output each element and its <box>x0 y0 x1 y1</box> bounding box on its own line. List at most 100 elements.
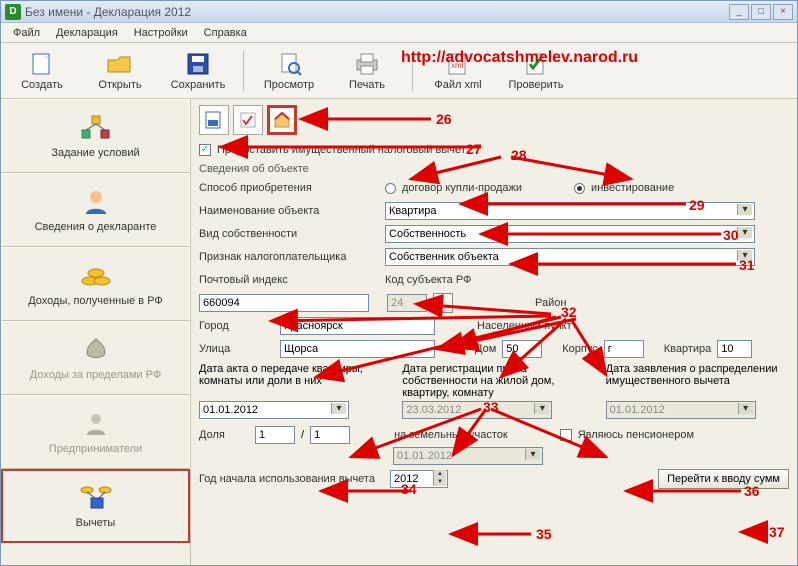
side-conditions[interactable]: Задание условий <box>1 99 190 173</box>
subtabs <box>199 103 789 137</box>
zip-input[interactable]: 660094 <box>199 294 369 312</box>
provide-label: Предоставить имущественный налоговый выч… <box>217 144 466 156</box>
city-value: Красноярск <box>284 320 343 332</box>
row-city: Город Красноярск Населенный пункт <box>199 316 789 336</box>
goto-sums-button[interactable]: Перейти к вводу сумм <box>658 469 789 489</box>
house-label: Дом <box>475 343 496 355</box>
korpus-label: Корпус <box>562 343 597 355</box>
date1-value: 01.01.2012 <box>203 404 258 416</box>
year-label: Год начала использования вычета <box>199 473 384 485</box>
businessman-icon <box>79 409 113 439</box>
menu-help[interactable]: Справка <box>198 25 253 41</box>
region-code-input[interactable]: 24 <box>387 294 427 312</box>
menu-settings[interactable]: Настройки <box>128 25 194 41</box>
row-acquisition: Способ приобретения договор купли-продаж… <box>199 178 789 198</box>
date3-label: Дата заявления о распределении имуществе… <box>606 363 789 401</box>
badge-37: 37 <box>769 524 785 540</box>
menu-declaration[interactable]: Декларация <box>50 25 124 41</box>
row-zip-region-fields: 660094 24 ... Район <box>199 293 789 313</box>
close-button[interactable]: × <box>773 4 793 20</box>
menu-file[interactable]: Файл <box>7 25 46 41</box>
titlebar: D Без имени - Декларация 2012 _ □ × <box>1 1 797 23</box>
date2-input[interactable]: 23.03.2012 <box>402 401 552 419</box>
subtab-1[interactable] <box>199 105 229 135</box>
korpus-input[interactable]: г <box>604 340 644 358</box>
main-panel: Предоставить имущественный налоговый выч… <box>191 99 797 565</box>
acq-opt1: договор купли-продажи <box>402 182 522 194</box>
city-input[interactable]: Красноярск <box>280 317 435 335</box>
dots: ... <box>438 297 447 309</box>
radio-purchase[interactable] <box>385 183 396 194</box>
share-b: 1 <box>314 429 320 441</box>
date3-input[interactable]: 01.01.2012 <box>606 401 756 419</box>
share-a-input[interactable]: 1 <box>255 426 295 444</box>
house-input[interactable]: 50 <box>502 340 542 358</box>
tax-label: Признак налогоплательщика <box>199 251 379 263</box>
subtab-2[interactable] <box>233 105 263 135</box>
tb-preview-label: Просмотр <box>264 79 314 91</box>
provide-checkbox[interactable] <box>199 144 211 156</box>
share-sep: / <box>301 429 304 441</box>
tb-preview[interactable]: Просмотр <box>254 51 324 91</box>
tb-save[interactable]: Сохранить <box>163 51 233 91</box>
date-fields-row: 01.01.2012 23.03.2012 01.01.2012 <box>199 401 789 419</box>
land-sub-label: на земельный участок <box>394 429 508 441</box>
side-declarant-label: Сведения о декларанте <box>35 221 157 233</box>
tb-create[interactable]: Создать <box>7 51 77 91</box>
object-combo[interactable]: Квартира <box>385 202 755 220</box>
maximize-button[interactable]: □ <box>751 4 771 20</box>
house-value: 50 <box>506 343 518 355</box>
apt-input[interactable]: 10 <box>717 340 752 358</box>
year-spinner[interactable]: 2012 <box>390 470 448 488</box>
region-value: 24 <box>391 297 403 309</box>
street-input[interactable]: Щорса <box>280 340 435 358</box>
ownership-combo-value: Собственность <box>389 228 466 240</box>
tb-open[interactable]: Открыть <box>85 51 155 91</box>
conditions-icon <box>79 113 113 143</box>
date2-label: Дата регистрации права собственности на … <box>402 363 585 401</box>
save-icon <box>184 51 212 77</box>
share-b-input[interactable]: 1 <box>310 426 350 444</box>
zip-label: Почтовый индекс <box>199 274 379 286</box>
row-taxpayer: Признак налогоплательщика Собственник об… <box>199 247 789 267</box>
deductions-icon <box>79 483 113 513</box>
side-deductions[interactable]: Вычеты <box>1 469 190 543</box>
radio-investment[interactable] <box>574 183 585 194</box>
taxpayer-combo[interactable]: Собственник объекта <box>385 248 755 266</box>
side-income-rf[interactable]: Доходы, полученные в РФ <box>1 247 190 321</box>
date1-input[interactable]: 01.01.2012 <box>199 401 349 419</box>
tb-sep-1 <box>243 51 244 91</box>
district-label: Район <box>535 297 566 309</box>
side-entrepreneurs[interactable]: Предприниматели <box>1 395 190 469</box>
side-income-foreign[interactable]: Доходы за пределами РФ <box>1 321 190 395</box>
town-label: Населенный пункт <box>477 320 572 332</box>
acq-label: Способ приобретения <box>199 182 379 194</box>
side-conditions-label: Задание условий <box>51 147 139 159</box>
subtab-house[interactable] <box>267 105 297 135</box>
share-a: 1 <box>259 429 265 441</box>
side-entrepreneurs-label: Предприниматели <box>49 443 142 455</box>
side-declarant[interactable]: Сведения о декларанте <box>1 173 190 247</box>
apt-label: Квартира <box>664 343 712 355</box>
new-icon <box>28 51 56 77</box>
land-date-value: 01.01.2012 <box>397 450 452 462</box>
open-icon <box>106 51 134 77</box>
row-land-date: 01.01.2012 <box>199 446 789 466</box>
goto-sums-label: Перейти к вводу сумм <box>667 473 780 485</box>
minimize-button[interactable]: _ <box>729 4 749 20</box>
tb-print[interactable]: Печать <box>332 51 402 91</box>
row-share-land: Доля 1 / 1 на земельный участок Являюсь … <box>199 425 789 445</box>
street-value: Щорса <box>284 343 318 355</box>
obj-label: Наименование объекта <box>199 205 379 217</box>
window-controls: _ □ × <box>729 4 793 20</box>
tb-save-label: Сохранить <box>171 79 226 91</box>
row-object: Наименование объекта Квартира <box>199 201 789 221</box>
tb-check-label: Проверить <box>508 79 563 91</box>
tb-print-label: Печать <box>349 79 385 91</box>
land-date-input[interactable]: 01.01.2012 <box>393 447 543 465</box>
region-lookup-button[interactable]: ... <box>433 293 453 313</box>
ownership-combo[interactable]: Собственность <box>385 225 755 243</box>
zip-value: 660094 <box>203 297 240 309</box>
menubar: Файл Декларация Настройки Справка <box>1 23 797 43</box>
pension-checkbox[interactable] <box>560 429 572 441</box>
